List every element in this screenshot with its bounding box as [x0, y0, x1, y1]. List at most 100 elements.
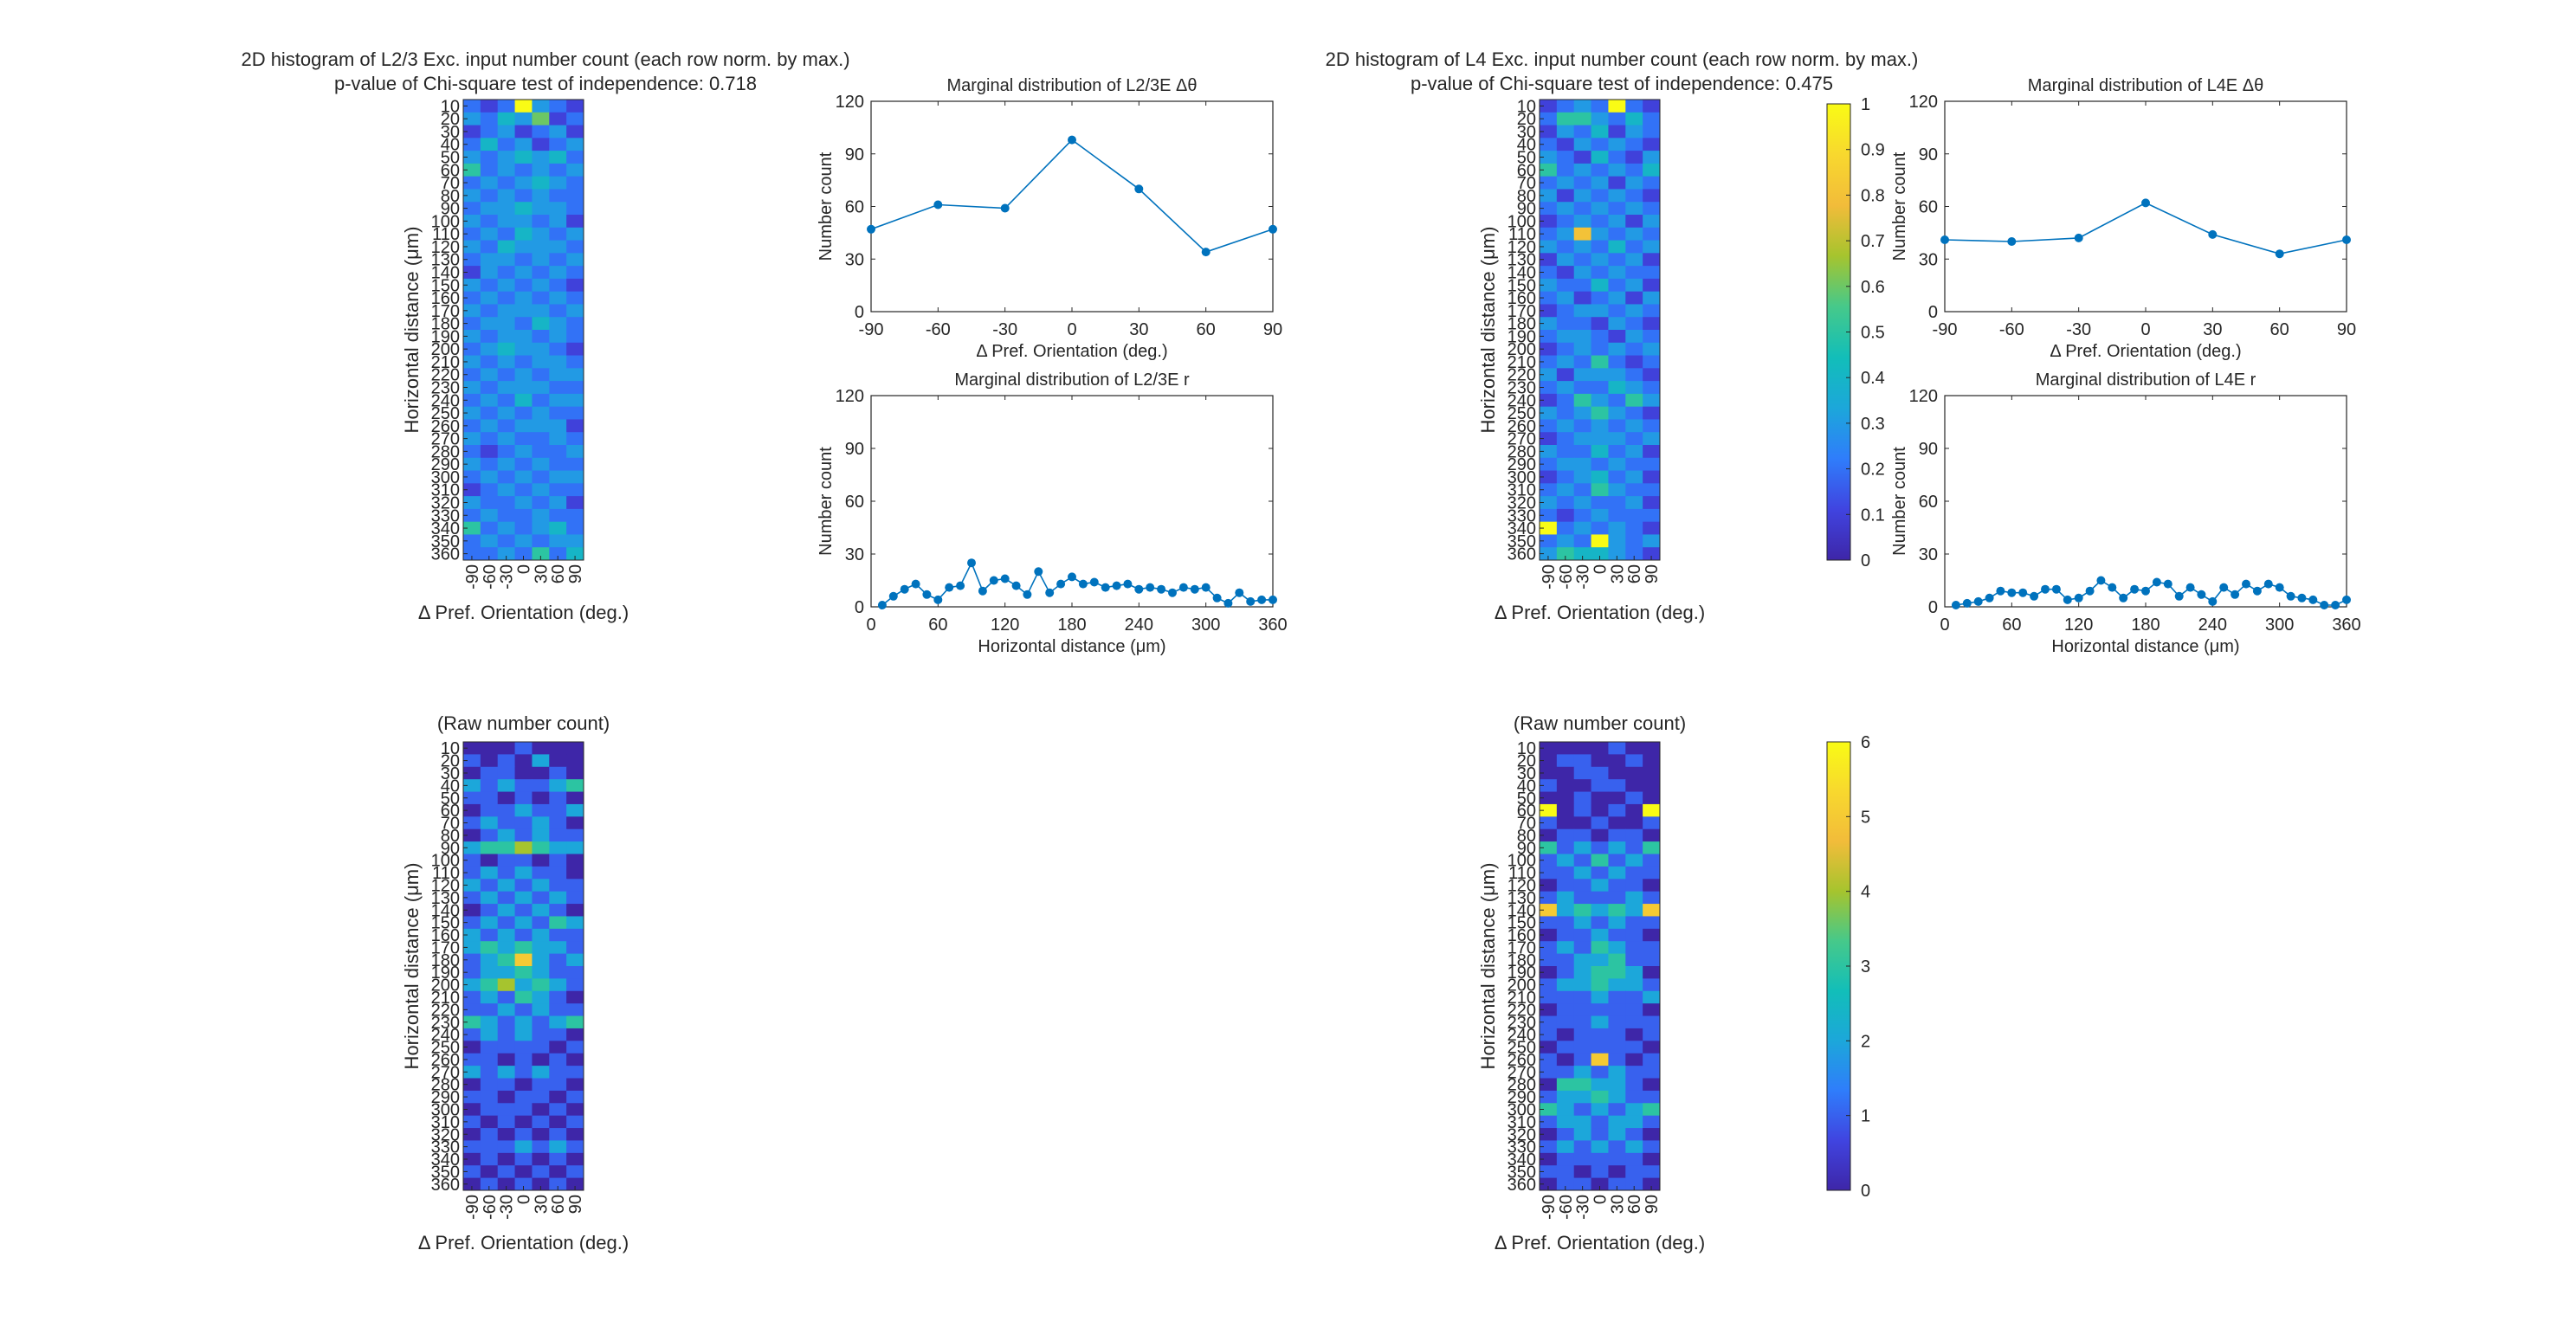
heatmap-cell [463, 534, 481, 548]
heatmap-cell [1556, 1177, 1575, 1191]
heatmap-cell [549, 291, 567, 305]
heatmap-cell [1573, 978, 1592, 992]
heatmap-cell [497, 100, 516, 113]
data-point [1112, 581, 1121, 590]
heatmap-cell [1540, 754, 1558, 768]
heatmap-cell [480, 278, 499, 293]
heatmap-cell [1573, 1090, 1592, 1104]
y-tick-label: 170 [1508, 302, 1536, 321]
heatmap-cell [566, 291, 584, 305]
data-point [933, 200, 943, 209]
heatmap-cell [1643, 342, 1661, 357]
y-tick-label: 210 [1508, 353, 1536, 372]
heatmap-cell [497, 291, 516, 305]
heatmap-cell [463, 291, 481, 305]
heatmap-cell [1556, 978, 1575, 992]
heatmap-cell [1556, 1078, 1575, 1092]
x-tick-label: 60 [549, 1195, 568, 1214]
heatmap-cell [514, 355, 533, 369]
heatmap-cell [1625, 928, 1643, 942]
heatmap-cell [1573, 1003, 1592, 1017]
heatmap-cell [497, 112, 516, 126]
y-tick-label: 350 [1508, 1163, 1536, 1182]
heatmap-cell [480, 125, 499, 139]
heatmap-cell [1556, 1090, 1575, 1104]
heatmap-cell [566, 1115, 584, 1129]
heatmap-l4_norm: 1020304050607080901001101201301401501601… [1477, 97, 1705, 623]
heatmap-cell [1608, 1028, 1626, 1041]
heatmap-cell [566, 393, 584, 408]
heatmap-cell [514, 953, 533, 967]
heatmap-cell [480, 227, 499, 242]
heatmap-cell [532, 766, 550, 780]
heatmap-cell [1625, 791, 1643, 805]
heatmap-cell [1608, 1165, 1626, 1179]
y-tick-label: 180 [1508, 951, 1536, 970]
heatmap-cell [549, 1165, 567, 1179]
heatmap-cell [532, 508, 550, 523]
x-tick-label: -30 [498, 564, 517, 590]
x-tick-label: -60 [926, 320, 951, 339]
colorbar-tick-label: 0 [1861, 1182, 1870, 1201]
heatmap-cell [1643, 1066, 1661, 1079]
y-tick-label: 360 [431, 545, 460, 564]
heatmap-cell [1625, 803, 1643, 817]
heatmap-cell [532, 406, 550, 420]
heatmap-cell [480, 816, 499, 830]
plot-frame [870, 395, 1274, 608]
colorbar-tick-label: 0.4 [1861, 369, 1885, 388]
heatmap-cell [532, 304, 550, 318]
y-axis-label: Number count [1890, 447, 1909, 556]
heatmap-cell [514, 791, 533, 805]
heatmap-cell [1591, 330, 1609, 344]
heatmap-cell [532, 215, 550, 229]
data-point [2342, 235, 2351, 244]
heatmap-cell [566, 355, 584, 369]
heatmap-cell [514, 521, 533, 535]
heatmap-cell [566, 253, 584, 267]
data-point [1068, 135, 1076, 145]
heatmap-cell [1540, 1128, 1558, 1141]
heatmap-cell [1608, 1078, 1626, 1092]
data-point [2297, 593, 2307, 603]
heatmap-cell [1608, 791, 1626, 805]
heatmap-l4_raw: 1020304050607080901001101201301401501601… [1477, 712, 1705, 1253]
heatmap-cell [463, 483, 481, 497]
heatmap-cell [532, 317, 550, 331]
heatmap-cell [1608, 381, 1626, 395]
heatmap-cell [480, 1003, 499, 1017]
heatmap-cell [532, 100, 550, 113]
heatmap-cell [1556, 112, 1575, 126]
heatmap-cell [497, 534, 516, 548]
heatmap-cell [1643, 766, 1661, 780]
heatmap-cell [1643, 1115, 1661, 1129]
heatmap-cell [514, 547, 533, 561]
heatmap-cell [514, 406, 533, 420]
heatmap-cell [549, 457, 567, 472]
heatmap-cell [549, 215, 567, 229]
heatmap-cell [1573, 215, 1592, 229]
heatmap-cell [566, 1028, 584, 1041]
heatmap-cell [566, 816, 584, 830]
heatmap-cell [1608, 953, 1626, 967]
heatmap-cell [514, 866, 533, 880]
y-tick-label: 70 [1517, 174, 1536, 193]
y-tick-label: 110 [432, 225, 460, 244]
data-point [1123, 579, 1133, 589]
heatmap-cell [463, 1041, 481, 1054]
data-point [1269, 224, 1277, 234]
heatmap-cell [463, 1028, 481, 1041]
heatmap-cell [549, 163, 567, 177]
heatmap-cell [1540, 176, 1558, 190]
heatmap-cell [1573, 841, 1592, 854]
y-tick-label: 340 [431, 1150, 460, 1170]
heatmap-cell [480, 151, 499, 164]
heatmap-cell [549, 381, 567, 395]
heatmap-cell [463, 1165, 481, 1179]
heatmap-cell [497, 1078, 516, 1092]
heatmap-cell [549, 112, 567, 126]
heatmap-cell [480, 1152, 499, 1166]
heatmap-cell [566, 202, 584, 216]
heatmap-cell [532, 953, 550, 967]
heatmap-cell [1556, 916, 1575, 930]
